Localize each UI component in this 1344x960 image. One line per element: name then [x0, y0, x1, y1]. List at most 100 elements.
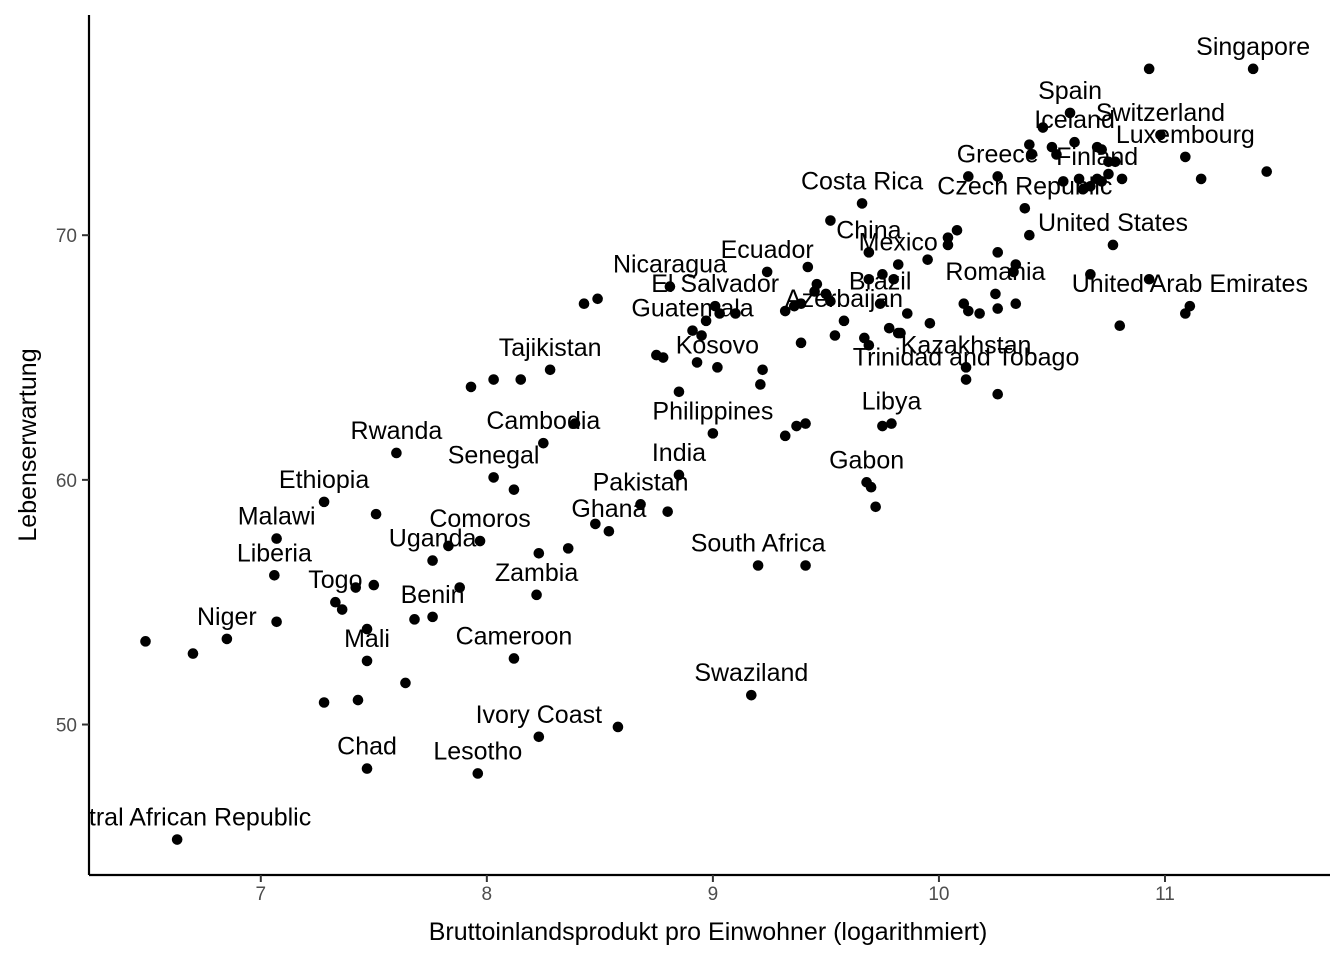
data-point	[714, 308, 725, 319]
x-tick-label: 9	[708, 884, 719, 905]
y-tick-label: 50	[56, 716, 77, 737]
data-point	[488, 472, 499, 483]
data-point	[271, 533, 282, 544]
data-point-label: China	[836, 216, 901, 244]
data-point	[391, 447, 402, 459]
data-point	[1109, 156, 1121, 168]
data-point	[863, 247, 875, 258]
data-point	[924, 317, 936, 329]
data-point	[1085, 180, 1096, 192]
data-point	[809, 286, 820, 297]
data-point	[1057, 176, 1069, 187]
data-point	[825, 295, 836, 307]
data-point	[531, 589, 542, 601]
data-point	[368, 579, 380, 591]
data-point	[992, 247, 1004, 258]
data-point	[752, 560, 764, 571]
data-point	[886, 418, 897, 429]
data-point	[562, 543, 574, 554]
data-point	[1143, 273, 1155, 285]
data-point	[221, 633, 233, 645]
data-point	[657, 352, 669, 363]
data-point	[370, 508, 382, 520]
data-point	[838, 315, 850, 327]
data-point-label: Central African Republic	[43, 804, 311, 832]
data-point	[863, 339, 875, 351]
data-point	[1069, 136, 1080, 148]
data-point	[590, 518, 601, 530]
data-point-label: Kosovo	[676, 331, 759, 359]
data-point-label: Ecuador	[721, 236, 814, 264]
data-point	[895, 327, 906, 339]
data-point	[673, 469, 685, 481]
data-point	[877, 420, 888, 432]
point-labels: SingaporeSpainSwitzerlandIcelandLuxembou…	[43, 33, 1310, 832]
data-point	[963, 305, 974, 317]
data-point-label: Niger	[197, 603, 257, 631]
data-point	[427, 555, 438, 566]
data-point-label: Philippines	[652, 397, 773, 425]
data-point	[730, 308, 741, 319]
data-point	[877, 269, 888, 280]
data-point	[951, 225, 963, 236]
data-point	[1247, 63, 1259, 75]
data-point-label: Cameroon	[456, 622, 573, 650]
data-point	[318, 697, 330, 708]
data-point	[318, 496, 330, 508]
data-point-label: Rwanda	[351, 417, 443, 445]
data-point	[1107, 239, 1119, 251]
data-point-label: Luxembourg	[1116, 121, 1255, 149]
data-point	[707, 428, 719, 439]
data-point-label: Liberia	[237, 539, 312, 567]
data-point	[1096, 144, 1107, 155]
data-point-label: Uganda	[389, 525, 477, 553]
data-point	[696, 330, 707, 341]
data-point-label: Ethiopia	[279, 466, 369, 494]
y-tick-label: 70	[56, 226, 77, 247]
data-point	[963, 171, 974, 182]
data-point	[1116, 173, 1128, 185]
data-point	[687, 325, 698, 336]
data-point	[1073, 173, 1085, 185]
data-point-label: India	[652, 439, 706, 467]
data-point	[515, 374, 527, 385]
data-point	[427, 611, 438, 623]
y-tick-label: 60	[56, 471, 77, 492]
data-point-label: Cambodia	[486, 407, 600, 435]
data-point	[1195, 173, 1207, 185]
data-point	[1261, 166, 1273, 177]
data-point	[140, 636, 151, 647]
data-point	[795, 298, 807, 310]
data-point	[1019, 202, 1031, 214]
data-point	[271, 616, 282, 628]
data-point	[825, 215, 836, 226]
data-point	[361, 655, 373, 667]
data-point	[779, 305, 791, 317]
data-point-label: Lesotho	[433, 737, 522, 765]
data-point	[454, 582, 466, 593]
data-point	[992, 303, 1004, 314]
y-axis-ticks: 50 60 70	[56, 226, 89, 737]
data-point-label: United Arab Emirates	[1072, 270, 1308, 298]
x-tick-label: 7	[256, 884, 267, 905]
data-point	[1024, 139, 1035, 150]
data-point	[779, 430, 791, 442]
data-point	[569, 418, 581, 429]
data-point	[664, 281, 676, 292]
data-point	[888, 273, 900, 285]
data-point	[508, 484, 520, 495]
data-point-label: Azerbaijan	[785, 285, 903, 313]
data-point	[974, 308, 985, 319]
data-point-label: Gabon	[829, 446, 904, 474]
x-tick-label: 10	[928, 884, 949, 905]
data-point	[400, 677, 411, 689]
x-axis-ticks: 7 8 9 10 11	[256, 875, 1175, 905]
data-point	[1008, 266, 1019, 278]
data-point	[1010, 298, 1022, 310]
data-point	[352, 694, 364, 706]
data-point	[592, 293, 603, 305]
data-point	[508, 653, 520, 664]
data-point	[922, 254, 933, 265]
data-point-label: Senegal	[448, 441, 540, 469]
data-point-label: Comoros	[429, 505, 530, 533]
